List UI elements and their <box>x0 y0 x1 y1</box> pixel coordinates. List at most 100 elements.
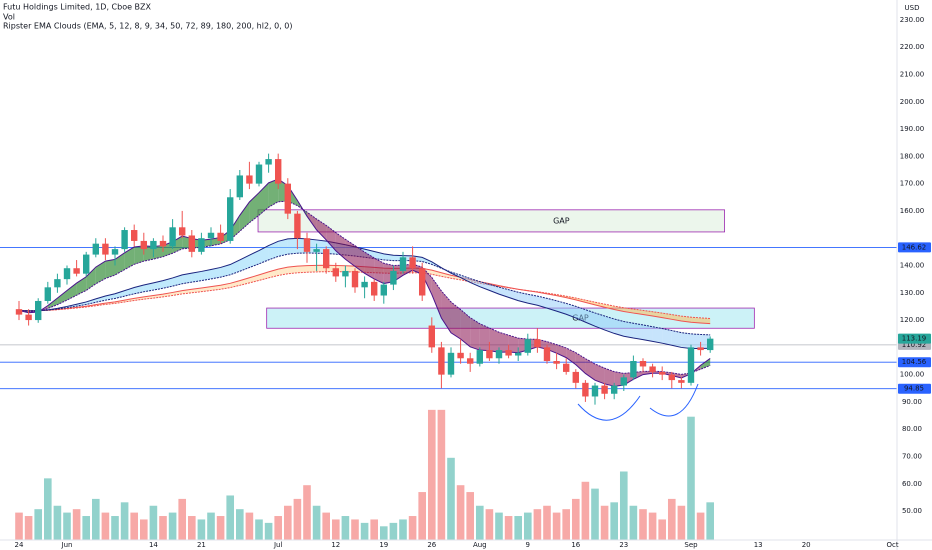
candle-body <box>35 300 42 321</box>
price-badge <box>898 242 931 253</box>
y-tick-label: 60.00 <box>902 480 922 488</box>
ema-cloud <box>201 269 212 281</box>
candle-body <box>601 385 608 394</box>
ema-cloud <box>441 290 451 333</box>
volume-bar <box>389 522 398 540</box>
ema-cloud <box>681 316 691 323</box>
candle-body <box>380 284 387 296</box>
volume-bar <box>667 498 676 540</box>
ema-cloud <box>700 317 711 324</box>
volume-bar <box>140 519 148 540</box>
volume-bar <box>197 519 206 540</box>
ema-cloud <box>604 304 615 310</box>
ema-cloud <box>671 330 682 348</box>
volume-bar <box>322 512 330 540</box>
candle-body <box>188 235 196 252</box>
ema-cloud <box>594 302 605 308</box>
candle-body <box>514 352 522 356</box>
ema-cloud <box>585 309 595 327</box>
volume-bar <box>303 485 311 540</box>
ema-cloud <box>604 368 615 387</box>
candle-body <box>73 268 80 274</box>
candle-body <box>198 238 205 252</box>
ema-cloud <box>479 281 490 291</box>
candle-body <box>265 159 272 165</box>
volume-bar <box>293 498 302 540</box>
volume-bar <box>149 505 158 540</box>
ema-cloud <box>642 324 653 342</box>
candle-body <box>543 347 551 362</box>
volume-bar <box>437 409 446 540</box>
y-tick-label: 80.00 <box>902 425 922 433</box>
volume-bar <box>475 505 484 540</box>
volume-bar <box>188 516 196 540</box>
y-tick-label: 210.00 <box>900 70 925 78</box>
volume-bar <box>34 509 43 540</box>
candle-body <box>630 361 637 378</box>
candle-body <box>678 380 685 383</box>
price-badge-label: 94.85 <box>904 385 924 393</box>
ema-cloud <box>690 333 701 349</box>
candle-body <box>63 268 71 280</box>
candle-body <box>255 164 263 184</box>
volume-bar <box>264 522 273 540</box>
ema-cloud <box>345 239 355 267</box>
candle-body <box>25 314 32 321</box>
ema-cloud <box>278 238 288 257</box>
candle-body <box>658 371 666 375</box>
ema-cloud <box>67 283 77 301</box>
volume-bar <box>178 498 187 540</box>
x-tick-label: 16 <box>571 541 580 549</box>
y-tick-label: 190.00 <box>900 125 925 133</box>
candle-body <box>447 352 455 375</box>
volume-bar <box>245 512 254 540</box>
ema-cloud <box>690 317 701 323</box>
candle-body <box>495 350 503 359</box>
candle-body <box>620 377 627 386</box>
ema-cloud <box>575 352 586 374</box>
y-tick-label: 180.00 <box>900 152 925 160</box>
y-tick-label: 170.00 <box>900 180 925 188</box>
volume-legend: Vol <box>3 13 15 22</box>
x-tick-label: 12 <box>331 541 340 549</box>
ema-cloud <box>566 303 576 318</box>
volume-bar <box>408 516 417 540</box>
volume-bar <box>53 505 62 540</box>
price-badge-label: 146.62 <box>902 243 927 251</box>
candle-body <box>92 243 100 255</box>
volume-bar <box>82 516 91 540</box>
volume-bar <box>610 502 618 540</box>
volume-bar <box>514 516 522 540</box>
volume-bar <box>677 505 686 540</box>
ema-cloud <box>134 296 144 301</box>
y-tick-label: 50.00 <box>902 507 922 515</box>
candle-body <box>668 374 675 381</box>
volume-bar <box>168 512 177 540</box>
ema-cloud <box>278 267 288 276</box>
y-tick-label: 200.00 <box>900 98 925 106</box>
ema-cloud <box>268 179 279 208</box>
ema-cloud <box>306 265 317 273</box>
candle-body <box>466 358 474 364</box>
x-tick-label: 19 <box>379 541 388 549</box>
candle-body <box>275 159 282 184</box>
ema-cloud <box>374 257 384 284</box>
candle-body <box>562 363 570 372</box>
ema-cloud <box>623 321 634 339</box>
ema-cloud <box>354 245 365 274</box>
volume-bar <box>111 516 119 540</box>
ema-cloud <box>460 309 471 347</box>
candle-body <box>476 350 483 364</box>
volume-bar <box>485 509 494 540</box>
candle-body <box>610 385 618 394</box>
ema-cloud <box>134 245 144 265</box>
volume-bar <box>658 519 666 540</box>
x-tick-label: 13 <box>754 541 763 549</box>
volume-bar <box>629 505 638 540</box>
candle-body <box>217 232 224 241</box>
gap-label: GAP <box>553 216 570 225</box>
y-tick-label: 160.00 <box>900 207 925 215</box>
ema-cloud <box>556 300 567 315</box>
chart-title: Futu Holdings Limited, 1D, Cboe BZX <box>3 3 152 12</box>
volume-bar <box>571 498 580 540</box>
